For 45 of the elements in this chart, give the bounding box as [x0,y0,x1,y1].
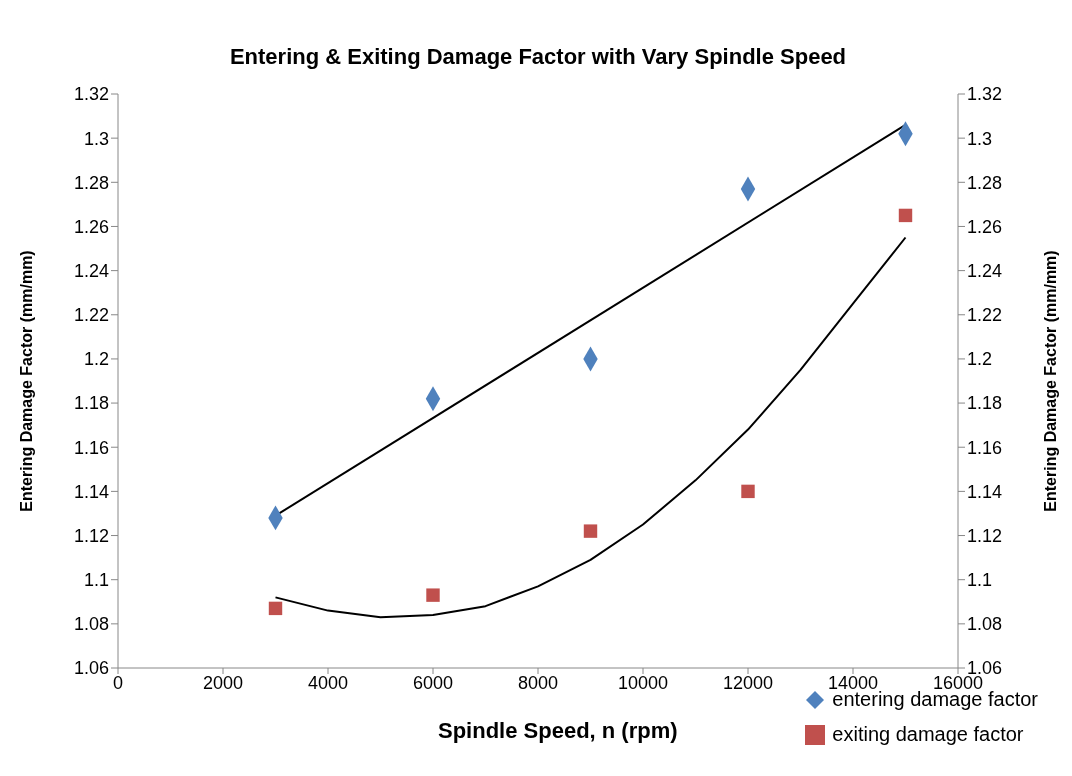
y2-tick-label: 1.16 [967,437,1003,458]
y-tick-label: 1.12 [73,525,109,546]
x-tick-label: 4000 [307,672,349,693]
y2-tick-label: 1.1 [967,570,993,591]
point [426,588,440,602]
x-tick-label: 0 [112,672,124,693]
legend-label: exiting damage factor [832,723,1024,746]
line-series [274,236,907,619]
y-tick-label: 1.32 [73,84,109,105]
point [898,208,913,223]
y2-tick-label: 1.18 [967,393,1003,414]
y-tick-label: 1.22 [73,305,109,326]
x-tick-label: 6000 [412,672,454,693]
y-tick-label: 1.2 [83,349,109,370]
x-tick-label: 12000 [722,672,774,693]
point [741,484,755,499]
y2-tick-label: 1.08 [967,614,1003,635]
y-tick-label: 1.14 [73,481,109,502]
y2-tick-label: 1.22 [967,305,1003,326]
y2-tick-label: 1.14 [967,481,1003,502]
y2-tick-label: 1.2 [967,349,993,370]
y-tick-label: 1.28 [73,172,109,193]
x-tick-label: 8000 [517,672,559,693]
y-axis-title: Entering Damage Factor (mm/mm) [17,250,35,512]
x-tick-label: 2000 [202,672,244,693]
y-tick-label: 1.26 [73,216,109,237]
y2-tick-label: 1.28 [967,172,1003,193]
y2-tick-label: 1.32 [967,84,1003,105]
y-tick-label: 1.16 [73,437,109,458]
x-tick-label: 10000 [617,672,669,693]
y-tick-label: 1.24 [73,261,109,282]
y2-tick-label: 1.24 [967,261,1003,282]
y2-axis-title: Entering Damage Factor (mm/mm) [1041,250,1059,512]
y-tick-label: 1.18 [73,393,109,414]
point [583,524,598,538]
y-tick-label: 1.1 [83,570,109,591]
y2-tick-label: 1.3 [967,128,993,149]
y2-tick-label: 1.26 [967,216,1003,237]
chart-title: Entering & Exiting Damage Factor with Vary Spindle Speed [228,43,848,71]
y-tick-label: 1.3 [83,128,109,149]
y-tick-label: 1.08 [73,614,109,635]
y2-tick-label: 1.12 [967,525,1003,546]
x-axis-title: Spindle Speed, n (rpm) [438,718,678,743]
y-tick-label: 1.06 [73,658,109,679]
point [268,601,283,616]
